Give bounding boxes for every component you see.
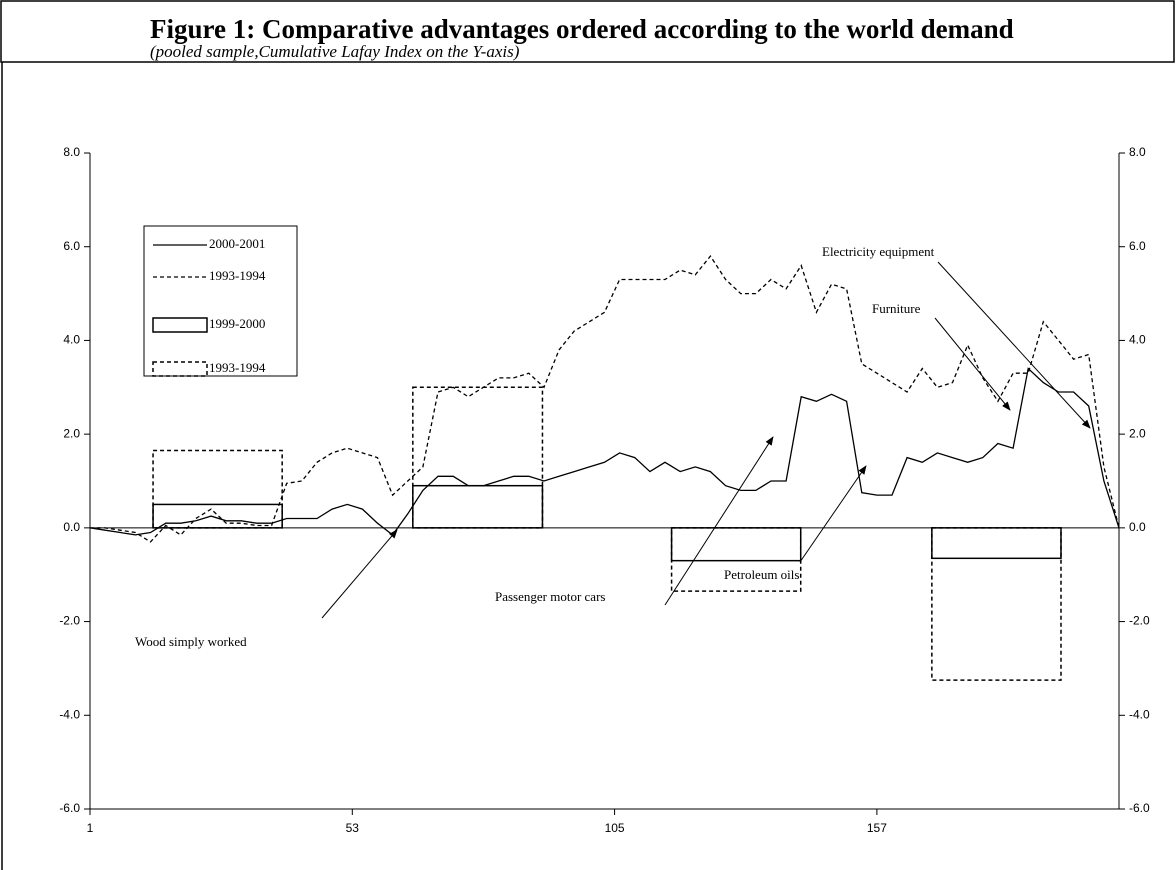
box	[670, 527, 802, 562]
annotation-arrow	[799, 465, 867, 563]
legend-label: 1993-1994	[209, 268, 266, 283]
legend-label: 1999-2000	[209, 316, 265, 331]
x-tick-label: 157	[867, 821, 887, 835]
box	[931, 527, 1062, 681]
box	[670, 527, 802, 592]
box	[931, 527, 1062, 560]
y2-tick-label: 2.0	[1129, 426, 1146, 440]
header-frame	[0, 0, 1175, 63]
y-tick-label: -2.0	[59, 614, 80, 628]
y2-tick-label: 8.0	[1129, 145, 1146, 159]
y-tick-label: 2.0	[63, 426, 80, 440]
y-tick-label: -6.0	[59, 801, 80, 815]
annotation: Wood simply worked	[135, 634, 247, 649]
x-tick-label: 105	[605, 821, 625, 835]
legend-label: 1993-1994	[209, 360, 266, 375]
annotation: Petroleum oils	[724, 567, 799, 582]
chart-title: Figure 1: Comparative advantages ordered…	[150, 14, 1014, 44]
x-tick-label: 1	[87, 821, 94, 835]
x-tick-label: 53	[346, 821, 360, 835]
y-tick-label: -4.0	[59, 707, 80, 721]
box	[152, 449, 283, 529]
y2-tick-label: -2.0	[1129, 614, 1150, 628]
chart-subtitle: (pooled sample,Cumulative Lafay Index on…	[150, 42, 520, 61]
annotation-arrow	[937, 261, 1091, 429]
box	[412, 484, 544, 529]
legend-swatch	[152, 361, 208, 377]
legend-frame	[143, 225, 298, 377]
y2-tick-label: 6.0	[1129, 239, 1146, 253]
annotation-arrow	[321, 529, 398, 619]
box	[152, 503, 283, 529]
y-tick-label: 0.0	[63, 520, 80, 534]
y-tick-label: 6.0	[63, 239, 80, 253]
annotation: Electricity equipment	[822, 244, 935, 259]
line-series	[90, 254, 1120, 543]
y2-tick-label: -6.0	[1129, 801, 1150, 815]
legend-label: 2000-2001	[209, 236, 265, 251]
y-tick-label: 8.0	[63, 145, 80, 159]
annotation: Passenger motor cars	[495, 589, 605, 604]
y2-tick-label: 4.0	[1129, 333, 1146, 347]
annotation-arrow	[934, 317, 1011, 411]
annotation-arrow	[664, 436, 774, 606]
box	[412, 386, 544, 529]
legend-swatch	[152, 317, 208, 333]
y2-tick-label: 0.0	[1129, 520, 1146, 534]
line-series	[89, 367, 1120, 536]
annotation: Furniture	[872, 301, 921, 316]
y-tick-label: 4.0	[63, 333, 80, 347]
y2-tick-label: -4.0	[1129, 707, 1150, 721]
